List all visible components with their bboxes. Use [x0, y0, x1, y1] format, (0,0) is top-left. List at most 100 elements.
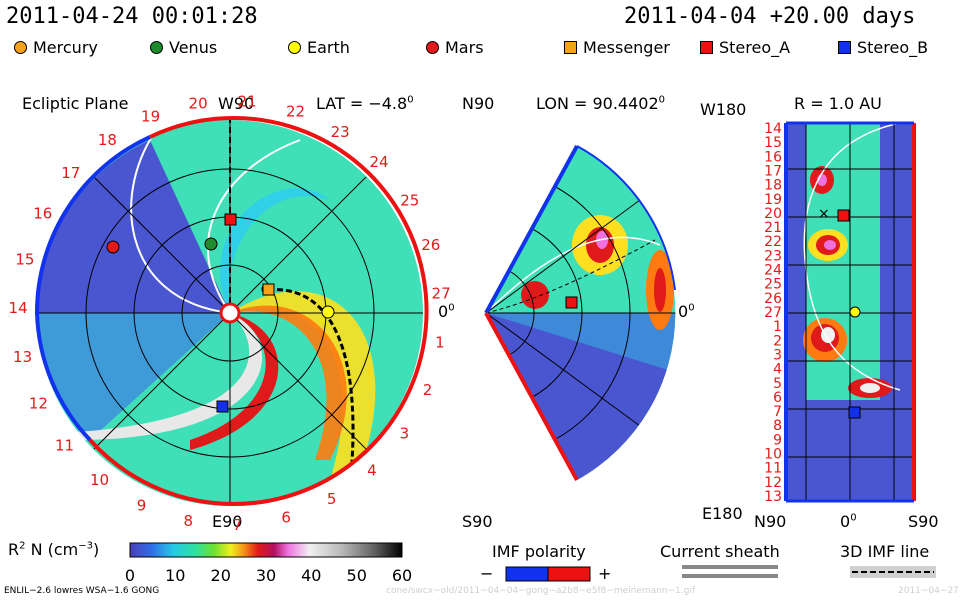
legend-stereo-a: Stereo_A: [700, 38, 790, 57]
run-info: 2011-04-04 +20.00 days: [624, 4, 916, 29]
carrington-tick-label: 25: [400, 192, 419, 210]
r-panel-tick-label: 18: [764, 178, 782, 194]
r-panel-tick-label: 13: [764, 489, 782, 505]
r-panel-tick-label: 9: [773, 432, 782, 448]
polarity-positive-swatch: [547, 566, 591, 582]
mars-dot-icon: [426, 41, 439, 54]
density-spiral-cyan: [220, 188, 330, 313]
carrington-tick-label: 10: [90, 471, 109, 489]
r-panel-tick-label: 19: [764, 192, 782, 208]
r-panel-tick-label: 24: [764, 263, 782, 279]
messenger-square-icon: [564, 41, 577, 54]
colorbar: [129, 542, 403, 558]
carrington-tick-label: 27: [432, 284, 451, 302]
lon-value: LON = 90.4402: [536, 94, 659, 113]
r-panel-tick-label: 12: [764, 475, 782, 491]
r-panel-top-label: W180: [700, 100, 747, 119]
carrington-tick-label: 6: [281, 509, 291, 527]
carrington-tick-label: 18: [98, 131, 117, 149]
carrington-tick-label: 26: [421, 236, 440, 254]
r-panel-tick-label: 27: [764, 305, 782, 321]
ecliptic-title: Ecliptic Plane: [22, 94, 129, 113]
carrington-tick-label: 24: [369, 153, 388, 171]
sector-boundary-line: [206, 139, 301, 314]
r-panel-tick-label: 25: [764, 277, 782, 293]
r-panel-tick-label: 7: [773, 404, 782, 420]
carrington-tick-label: 16: [33, 205, 52, 223]
r-panel-x-s90: S90: [908, 512, 939, 531]
low-density-sector: [37, 140, 230, 313]
carrington-tick-label: 21: [238, 93, 257, 111]
colorbar-tick-label: 50: [347, 566, 367, 585]
carrington-tick-label: 8: [184, 512, 194, 530]
colorbar-tick-label: 30: [256, 566, 276, 585]
r-panel-title: R = 1.0 AU: [794, 94, 882, 113]
stereo-b-square-icon: [838, 41, 851, 54]
current-sheath-label: Current sheath: [660, 542, 780, 561]
r-panel-tick-label: 20: [764, 206, 782, 222]
carrington-tick-label: 15: [15, 250, 34, 268]
legend-earth: Earth: [288, 38, 350, 57]
r-panel: ×: [784, 121, 916, 503]
carrington-tick-label: 11: [55, 437, 74, 455]
mars-marker: [106, 240, 120, 254]
stereo-b-marker: [216, 400, 229, 413]
legend-label: Mercury: [33, 38, 98, 57]
stereo-a-marker-r: [837, 209, 850, 222]
cbar-label-exp: 2: [19, 540, 26, 552]
earth-marker: [321, 305, 335, 319]
r-panel-tick-label: 11: [764, 461, 782, 477]
r-panel-tick-label: 15: [764, 135, 782, 151]
sector-boundary-line-2: [130, 124, 231, 314]
r-panel-x-n90: N90: [754, 512, 787, 531]
carrington-tick-label: 22: [286, 102, 305, 120]
svg-text:×: ×: [818, 206, 830, 222]
carrington-tick-label: 7: [233, 516, 243, 534]
ecliptic-lat-label: LAT = −4.80: [316, 94, 414, 113]
polarity-minus: −: [480, 564, 494, 583]
r-panel-tick-label: 4: [773, 362, 782, 378]
density-spiral-red: [190, 313, 279, 450]
lat-value: LAT = −4.8: [316, 94, 408, 113]
stereo-a-square-icon: [700, 41, 713, 54]
r-panel-tick-label: 22: [764, 234, 782, 250]
density-spiral-orange: [230, 305, 347, 460]
r-panel-tick-label: 3: [773, 348, 782, 364]
ecliptic-bottom-label: E90: [212, 512, 243, 531]
carrington-tick-label: 2: [423, 381, 433, 399]
meridional-top-label: N90: [462, 94, 495, 113]
colorbar-tick-label: 10: [165, 566, 185, 585]
footer-date: 2011−04−27: [898, 586, 959, 596]
timestamp: 2011-04-24 00:01:28: [6, 4, 258, 29]
x-zero-degree: 0: [850, 512, 857, 524]
low-density-sector-2: [37, 313, 230, 440]
model-info: ENLIL−2.6 lowres WSA−1.6 GONG: [4, 586, 160, 596]
r-panel-x-zero: 00: [840, 512, 857, 531]
carrington-tick-label: 20: [189, 94, 208, 112]
imf-line-label: 3D IMF line: [840, 542, 930, 561]
r-panel-tick-label: 8: [773, 418, 782, 434]
r-panel-tick-label: 21: [764, 220, 782, 236]
colorbar-tick-label: 60: [392, 566, 412, 585]
zero-degree: 0: [688, 302, 695, 314]
colorbar-tick-label: 0: [125, 566, 135, 585]
carrington-tick-label: 17: [61, 164, 80, 182]
zero-value: 0: [678, 302, 689, 321]
stereo-b-marker-r: [848, 406, 861, 419]
colorbar-label: R2 N (cm−3): [8, 540, 99, 559]
legend-label: Venus: [169, 38, 218, 57]
colorbar-tick-label: 40: [301, 566, 321, 585]
legend-label: Messenger: [583, 38, 670, 57]
r-panel-tick-label: 14: [764, 121, 782, 137]
lat-degree: 0: [407, 94, 414, 106]
r-panel-tick-label: 26: [764, 291, 782, 307]
imf-line-earth: [267, 288, 355, 463]
carrington-tick-label: 13: [13, 348, 32, 366]
ecliptic-panel: [34, 116, 429, 506]
carrington-tick-label: 19: [141, 107, 160, 125]
legend-label: Stereo_A: [719, 38, 791, 57]
earth-dot-icon: [288, 41, 301, 54]
legend-messenger: Messenger: [564, 38, 670, 57]
carrington-tick-label: 3: [400, 425, 410, 443]
